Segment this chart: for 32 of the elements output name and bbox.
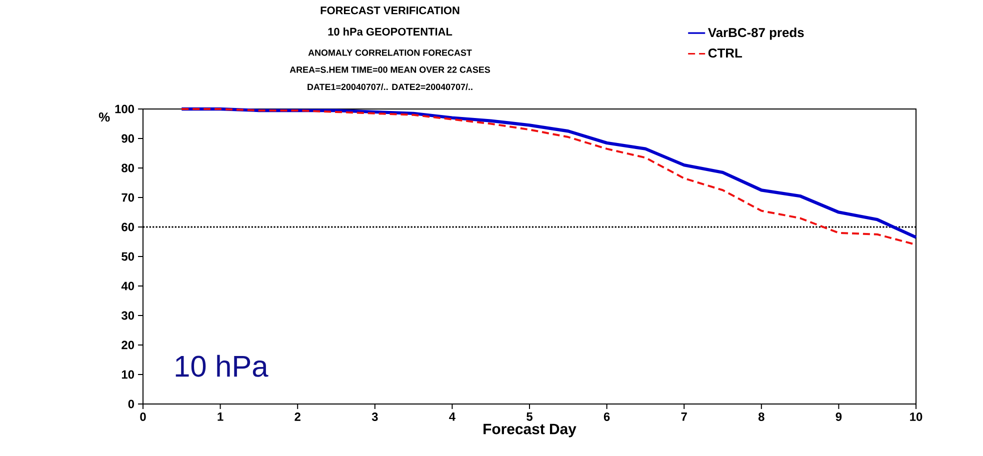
y-tick-label: 80 — [122, 164, 134, 172]
y-tick-label: 50 — [122, 252, 134, 261]
x-tick-label: 5 — [526, 412, 532, 421]
legend-label: CTRL — [708, 48, 742, 58]
y-tick-label: 70 — [122, 193, 134, 202]
x-tick-label: 3 — [372, 412, 378, 421]
y-tick-label: 90 — [122, 134, 134, 143]
chart-title: FORECAST VERIFICATION — [320, 6, 460, 14]
y-tick-label: 0 — [128, 400, 134, 408]
x-tick-label: 6 — [604, 412, 610, 421]
x-tick-label: 10 — [910, 412, 922, 421]
y-tick-label: 60 — [122, 222, 134, 232]
x-tick-label: 7 — [681, 412, 687, 421]
text: DATE1=20040707/.. DATE2=20040707/.. — [308, 84, 472, 90]
y-tick-label: 20 — [122, 340, 134, 350]
x-tick-label: 1 — [218, 412, 224, 421]
x-tick-label: 8 — [758, 412, 764, 421]
x-tick-label: 9 — [836, 412, 842, 421]
x-tick-label: 0 — [140, 412, 146, 421]
y-axis-title: % — [98, 112, 110, 122]
text: AREA=S.HEM TIME=00 MEAN OVER 22 CASES — [290, 66, 490, 73]
x-tick-label: 2 — [294, 412, 300, 421]
x-axis-title: Forecast Day — [484, 424, 576, 438]
chart-subtitle: 10 hPa GEOPOTENTIAL — [328, 28, 452, 36]
x-tick-label: 4 — [449, 412, 456, 421]
annotation: 10 hPa — [176, 354, 268, 377]
y-tick-label: 100 — [115, 104, 134, 114]
y-tick-label: 30 — [121, 311, 134, 320]
legend-label: VarBC-87 preds — [708, 28, 804, 40]
y-tick-label: 40 — [121, 282, 134, 290]
y-tick-label: 10 — [122, 370, 134, 379]
text: ANOMALY CORRELATION FORECAST — [308, 50, 472, 56]
